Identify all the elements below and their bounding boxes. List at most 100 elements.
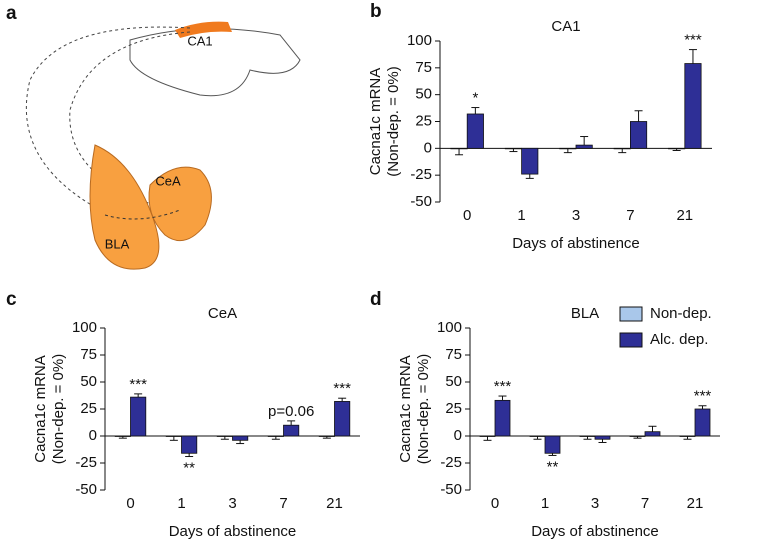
bar bbox=[684, 63, 702, 149]
bar bbox=[283, 424, 300, 437]
bar bbox=[114, 435, 131, 437]
region-label: BLA bbox=[105, 236, 130, 251]
diagram: a CA1 CeA BLA bbox=[6, 3, 301, 270]
significance-label: ** bbox=[547, 458, 559, 475]
significance-label: *** bbox=[333, 380, 351, 397]
y-tick-label: -50 bbox=[440, 481, 462, 498]
y-tick-label: -50 bbox=[410, 193, 432, 210]
panel-label: c bbox=[6, 289, 17, 310]
bar bbox=[521, 147, 539, 175]
x-axis-label: Days of abstinence bbox=[169, 523, 297, 540]
y-tick-label: 100 bbox=[407, 32, 432, 49]
panel-label: a bbox=[6, 3, 17, 24]
x-tick-label: 0 bbox=[463, 207, 471, 224]
bar bbox=[559, 147, 577, 150]
bar bbox=[594, 435, 611, 440]
x-tick-label: 1 bbox=[517, 207, 525, 224]
bar bbox=[544, 435, 561, 454]
bar bbox=[466, 113, 484, 149]
bar bbox=[165, 435, 182, 437]
bar bbox=[479, 435, 496, 437]
bar bbox=[267, 435, 284, 437]
bar bbox=[613, 147, 631, 150]
y-tick-label: 50 bbox=[445, 373, 462, 390]
x-tick-label: 21 bbox=[326, 495, 343, 512]
bar bbox=[504, 147, 522, 150]
x-tick-label: 3 bbox=[591, 495, 599, 512]
y-tick-label: -25 bbox=[75, 454, 97, 471]
y-axis-label-line: (Non-dep. = 0%) bbox=[415, 354, 432, 464]
y-axis-label-line: Cacna1c mRNA bbox=[367, 68, 384, 176]
region-label: CeA bbox=[155, 173, 181, 188]
legend-label: Alc. dep. bbox=[650, 331, 708, 348]
y-axis-label-line: (Non-dep. = 0%) bbox=[385, 66, 402, 176]
y-tick-label: 25 bbox=[415, 112, 432, 129]
bar bbox=[629, 435, 646, 437]
y-tick-label: 50 bbox=[80, 373, 97, 390]
y-axis-label: Cacna1c mRNA(Non-dep. = 0%) bbox=[367, 66, 402, 176]
y-axis-label-line: Cacna1c mRNA bbox=[32, 355, 49, 463]
panel-label: b bbox=[370, 1, 382, 22]
x-axis-label: Days of abstinence bbox=[512, 235, 640, 252]
y-axis-label: Cacna1c mRNA(Non-dep. = 0%) bbox=[397, 354, 432, 464]
bar bbox=[529, 435, 546, 437]
x-tick-label: 21 bbox=[676, 207, 693, 224]
legend-swatch bbox=[619, 332, 643, 348]
y-tick-label: 75 bbox=[445, 346, 462, 363]
y-axis-label: Cacna1c mRNA(Non-dep. = 0%) bbox=[32, 354, 67, 464]
x-tick-label: 7 bbox=[626, 207, 634, 224]
significance-label: *** bbox=[694, 388, 712, 405]
legend-label: Non-dep. bbox=[650, 305, 712, 322]
hippocampus-outline bbox=[129, 28, 301, 97]
chart-title: CeA bbox=[208, 305, 237, 322]
x-tick-label: 7 bbox=[279, 495, 287, 512]
y-tick-label: -25 bbox=[440, 454, 462, 471]
y-axis-label-line: (Non-dep. = 0%) bbox=[50, 354, 67, 464]
bar bbox=[181, 435, 198, 454]
bar bbox=[668, 147, 686, 150]
chart-title: CA1 bbox=[551, 18, 580, 35]
significance-label: *** bbox=[684, 32, 702, 49]
chart-title: BLA bbox=[571, 305, 599, 322]
x-tick-label: 0 bbox=[491, 495, 499, 512]
y-tick-label: 50 bbox=[415, 86, 432, 103]
y-tick-label: 75 bbox=[415, 59, 432, 76]
y-tick-label: 100 bbox=[437, 319, 462, 336]
ca1-region bbox=[175, 21, 232, 38]
bar bbox=[318, 435, 335, 437]
bar bbox=[644, 431, 661, 437]
cea-shape bbox=[148, 166, 212, 242]
significance-label: ** bbox=[183, 459, 195, 476]
significance-label: * bbox=[472, 90, 478, 107]
x-tick-label: 3 bbox=[228, 495, 236, 512]
y-tick-label: 75 bbox=[80, 346, 97, 363]
bar bbox=[575, 144, 593, 149]
y-tick-label: 100 bbox=[72, 319, 97, 336]
region-label: CA1 bbox=[187, 33, 212, 48]
panel-label: d bbox=[370, 289, 382, 310]
significance-label: p=0.06 bbox=[268, 403, 314, 420]
legend-swatch bbox=[619, 306, 643, 322]
y-tick-label: 0 bbox=[454, 427, 462, 444]
x-tick-label: 7 bbox=[641, 495, 649, 512]
y-tick-label: -50 bbox=[75, 481, 97, 498]
bar bbox=[679, 435, 696, 437]
y-tick-label: 0 bbox=[89, 427, 97, 444]
significance-label: *** bbox=[494, 378, 512, 395]
bar bbox=[494, 399, 511, 437]
bar bbox=[334, 401, 351, 437]
y-tick-label: 0 bbox=[424, 139, 432, 156]
y-tick-label: 25 bbox=[445, 400, 462, 417]
x-axis-label: Days of abstinence bbox=[531, 523, 659, 540]
bar bbox=[216, 435, 233, 437]
x-tick-label: 1 bbox=[177, 495, 185, 512]
bar bbox=[450, 147, 468, 150]
y-tick-label: -25 bbox=[410, 166, 432, 183]
bar bbox=[579, 435, 596, 437]
x-tick-label: 1 bbox=[541, 495, 549, 512]
bar bbox=[130, 396, 147, 437]
y-axis-label-line: Cacna1c mRNA bbox=[397, 355, 414, 463]
y-tick-label: 25 bbox=[80, 400, 97, 417]
x-tick-label: 0 bbox=[126, 495, 134, 512]
